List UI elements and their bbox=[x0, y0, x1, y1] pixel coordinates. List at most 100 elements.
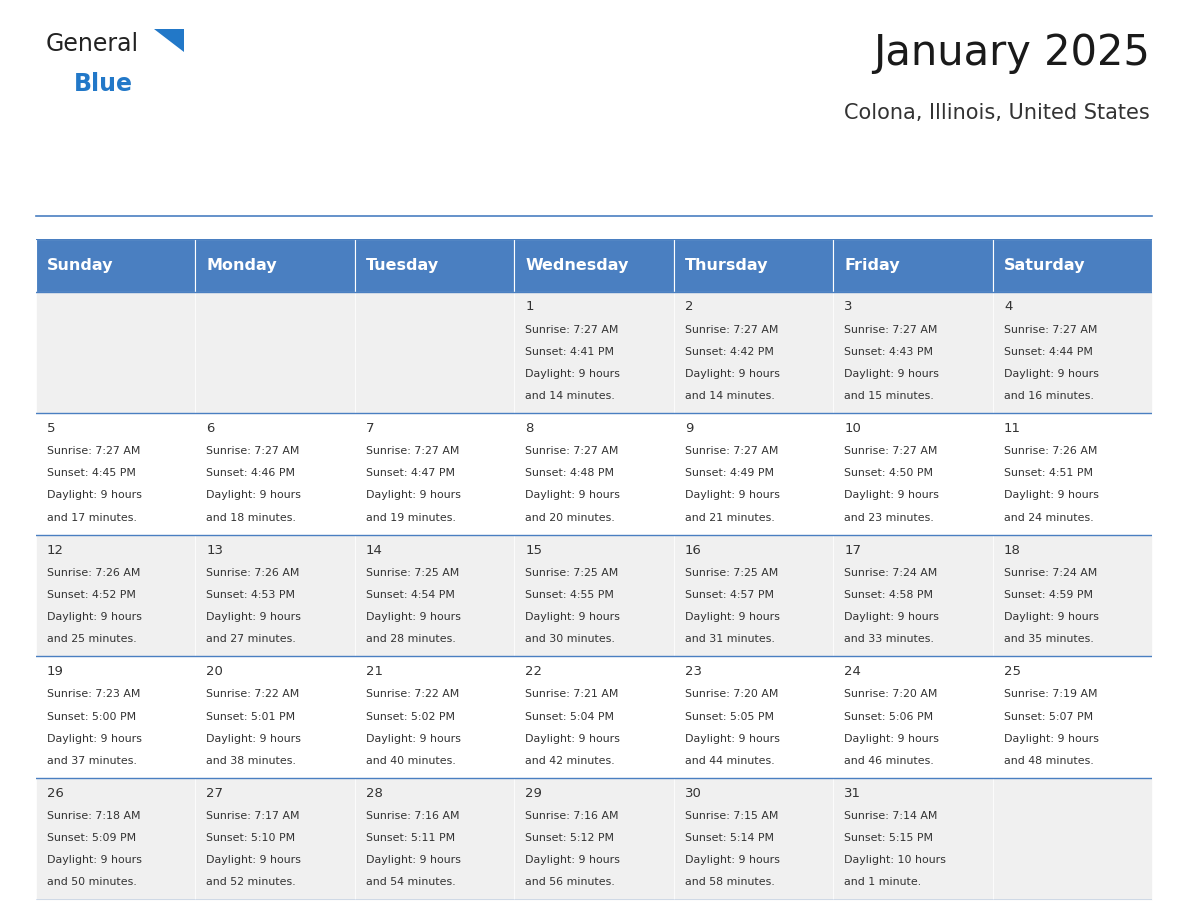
Text: Sunrise: 7:27 AM: Sunrise: 7:27 AM bbox=[845, 446, 937, 456]
Text: Sunrise: 7:21 AM: Sunrise: 7:21 AM bbox=[525, 689, 619, 700]
Text: Daylight: 9 hours: Daylight: 9 hours bbox=[525, 490, 620, 500]
Text: Saturday: Saturday bbox=[1004, 258, 1086, 273]
Text: and 50 minutes.: and 50 minutes. bbox=[46, 878, 137, 888]
Text: January 2025: January 2025 bbox=[873, 32, 1150, 74]
Bar bbox=[195, 239, 355, 292]
Bar bbox=[36, 413, 195, 535]
Bar bbox=[674, 656, 833, 778]
Text: Daylight: 9 hours: Daylight: 9 hours bbox=[845, 733, 940, 744]
Text: Sunrise: 7:25 AM: Sunrise: 7:25 AM bbox=[366, 568, 459, 577]
Bar bbox=[993, 239, 1152, 292]
Text: 12: 12 bbox=[46, 543, 64, 556]
Text: Sunrise: 7:15 AM: Sunrise: 7:15 AM bbox=[685, 812, 778, 821]
Text: Daylight: 9 hours: Daylight: 9 hours bbox=[525, 856, 620, 866]
Text: 29: 29 bbox=[525, 787, 542, 800]
Bar bbox=[993, 656, 1152, 778]
Text: Sunset: 5:06 PM: Sunset: 5:06 PM bbox=[845, 711, 934, 722]
Text: Daylight: 9 hours: Daylight: 9 hours bbox=[685, 490, 781, 500]
Text: and 46 minutes.: and 46 minutes. bbox=[845, 756, 934, 766]
Text: Daylight: 9 hours: Daylight: 9 hours bbox=[525, 733, 620, 744]
Text: Sunrise: 7:22 AM: Sunrise: 7:22 AM bbox=[207, 689, 299, 700]
Text: 11: 11 bbox=[1004, 422, 1020, 435]
Text: and 52 minutes.: and 52 minutes. bbox=[207, 878, 296, 888]
Text: Wednesday: Wednesday bbox=[525, 258, 628, 273]
Text: Sunday: Sunday bbox=[46, 258, 113, 273]
Text: 13: 13 bbox=[207, 543, 223, 556]
Text: Daylight: 9 hours: Daylight: 9 hours bbox=[207, 490, 302, 500]
Text: 10: 10 bbox=[845, 422, 861, 435]
Bar bbox=[674, 535, 833, 656]
Bar bbox=[993, 535, 1152, 656]
Text: and 28 minutes.: and 28 minutes. bbox=[366, 634, 456, 644]
Text: Sunrise: 7:20 AM: Sunrise: 7:20 AM bbox=[685, 689, 778, 700]
Bar bbox=[674, 239, 833, 292]
Text: 5: 5 bbox=[46, 422, 56, 435]
Bar bbox=[833, 656, 993, 778]
Text: Monday: Monday bbox=[207, 258, 277, 273]
Text: Sunset: 4:54 PM: Sunset: 4:54 PM bbox=[366, 590, 455, 600]
Text: Sunset: 5:12 PM: Sunset: 5:12 PM bbox=[525, 834, 614, 844]
Text: Sunset: 4:57 PM: Sunset: 4:57 PM bbox=[685, 590, 773, 600]
Text: Sunset: 5:04 PM: Sunset: 5:04 PM bbox=[525, 711, 614, 722]
Text: 27: 27 bbox=[207, 787, 223, 800]
Bar bbox=[993, 778, 1152, 900]
Bar bbox=[993, 413, 1152, 535]
Text: and 54 minutes.: and 54 minutes. bbox=[366, 878, 455, 888]
Text: Daylight: 9 hours: Daylight: 9 hours bbox=[46, 733, 141, 744]
Text: 9: 9 bbox=[685, 422, 694, 435]
Bar bbox=[514, 656, 674, 778]
Text: Sunset: 4:43 PM: Sunset: 4:43 PM bbox=[845, 347, 934, 357]
Bar bbox=[355, 413, 514, 535]
Bar bbox=[514, 778, 674, 900]
Bar bbox=[833, 535, 993, 656]
Text: Sunset: 4:58 PM: Sunset: 4:58 PM bbox=[845, 590, 934, 600]
Text: Daylight: 9 hours: Daylight: 9 hours bbox=[685, 733, 781, 744]
Text: Thursday: Thursday bbox=[685, 258, 769, 273]
Text: and 17 minutes.: and 17 minutes. bbox=[46, 512, 137, 522]
Text: 16: 16 bbox=[685, 543, 702, 556]
Text: Sunset: 5:14 PM: Sunset: 5:14 PM bbox=[685, 834, 773, 844]
Text: Sunrise: 7:20 AM: Sunrise: 7:20 AM bbox=[845, 689, 937, 700]
Text: 26: 26 bbox=[46, 787, 64, 800]
Bar bbox=[674, 292, 833, 413]
Text: Sunrise: 7:19 AM: Sunrise: 7:19 AM bbox=[1004, 689, 1098, 700]
Text: Sunrise: 7:16 AM: Sunrise: 7:16 AM bbox=[366, 812, 460, 821]
Bar bbox=[674, 413, 833, 535]
Bar bbox=[195, 292, 355, 413]
Bar bbox=[833, 413, 993, 535]
Text: 18: 18 bbox=[1004, 543, 1020, 556]
Text: 22: 22 bbox=[525, 666, 543, 678]
Text: 3: 3 bbox=[845, 300, 853, 313]
Bar bbox=[833, 778, 993, 900]
Text: Sunrise: 7:14 AM: Sunrise: 7:14 AM bbox=[845, 812, 937, 821]
Text: and 19 minutes.: and 19 minutes. bbox=[366, 512, 456, 522]
Text: and 24 minutes.: and 24 minutes. bbox=[1004, 512, 1094, 522]
Text: Daylight: 9 hours: Daylight: 9 hours bbox=[1004, 490, 1099, 500]
Text: Sunrise: 7:27 AM: Sunrise: 7:27 AM bbox=[46, 446, 140, 456]
Bar bbox=[36, 656, 195, 778]
Text: and 14 minutes.: and 14 minutes. bbox=[685, 391, 775, 401]
Bar bbox=[195, 778, 355, 900]
Text: Daylight: 9 hours: Daylight: 9 hours bbox=[366, 490, 461, 500]
Text: Daylight: 9 hours: Daylight: 9 hours bbox=[1004, 369, 1099, 379]
Text: Sunset: 4:53 PM: Sunset: 4:53 PM bbox=[207, 590, 296, 600]
Text: 6: 6 bbox=[207, 422, 215, 435]
Text: 1: 1 bbox=[525, 300, 533, 313]
Text: Sunset: 4:41 PM: Sunset: 4:41 PM bbox=[525, 347, 614, 357]
Text: Daylight: 9 hours: Daylight: 9 hours bbox=[1004, 733, 1099, 744]
Text: and 31 minutes.: and 31 minutes. bbox=[685, 634, 775, 644]
Text: Daylight: 9 hours: Daylight: 9 hours bbox=[685, 612, 781, 622]
Text: Sunrise: 7:26 AM: Sunrise: 7:26 AM bbox=[207, 568, 299, 577]
Text: 30: 30 bbox=[685, 787, 702, 800]
Text: Sunrise: 7:23 AM: Sunrise: 7:23 AM bbox=[46, 689, 140, 700]
Text: Friday: Friday bbox=[845, 258, 901, 273]
Text: Daylight: 9 hours: Daylight: 9 hours bbox=[366, 856, 461, 866]
Text: and 16 minutes.: and 16 minutes. bbox=[1004, 391, 1094, 401]
Text: Sunset: 4:49 PM: Sunset: 4:49 PM bbox=[685, 468, 773, 478]
Bar bbox=[514, 535, 674, 656]
Text: Sunrise: 7:27 AM: Sunrise: 7:27 AM bbox=[366, 446, 460, 456]
Bar bbox=[514, 292, 674, 413]
Text: and 58 minutes.: and 58 minutes. bbox=[685, 878, 775, 888]
Text: 21: 21 bbox=[366, 666, 383, 678]
Text: Sunset: 4:51 PM: Sunset: 4:51 PM bbox=[1004, 468, 1093, 478]
